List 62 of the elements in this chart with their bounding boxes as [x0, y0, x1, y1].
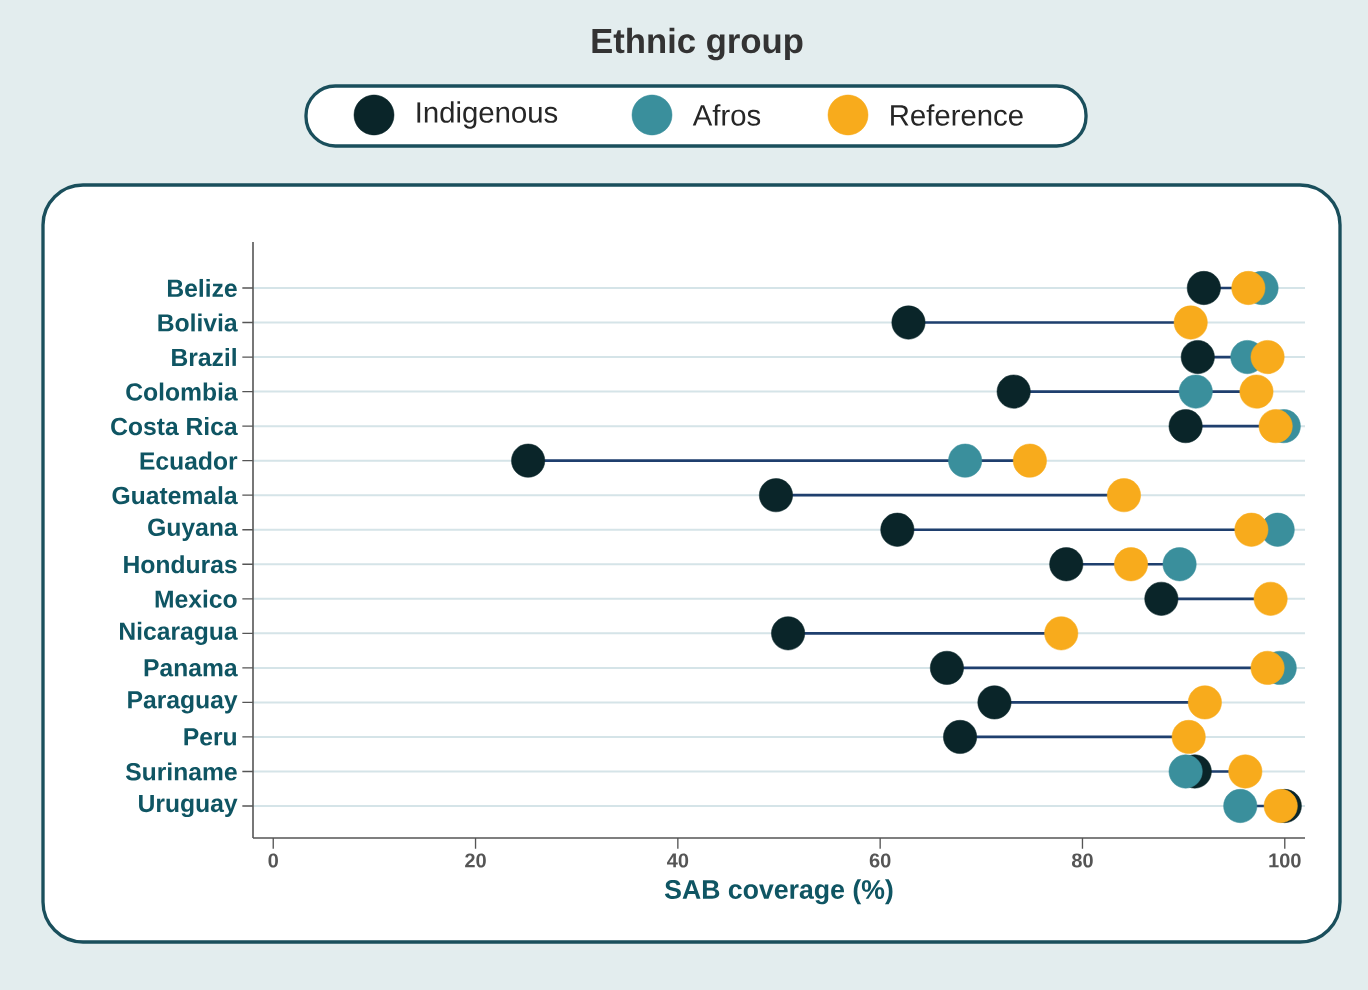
y-tick-label: Uruguay: [139, 794, 238, 818]
point: [891, 305, 926, 340]
point: [511, 443, 546, 478]
point: [1228, 754, 1263, 789]
point: [1049, 547, 1084, 582]
y-tick-label: Brazil: [172, 348, 236, 367]
y-tick-label: Guyana: [148, 518, 238, 541]
y-tick-label: Costa Rica: [111, 417, 238, 436]
y-tick-label: Bolivia: [158, 313, 238, 332]
x-tick-label: 100: [1269, 853, 1301, 868]
y-tick-label: Colombia: [126, 382, 238, 401]
point: [1250, 650, 1285, 685]
point: [1144, 581, 1179, 616]
point: [1180, 340, 1215, 375]
point: [1168, 754, 1203, 789]
point: [1239, 374, 1274, 409]
point: [996, 374, 1031, 409]
y-tick-label: Mexico: [155, 589, 237, 608]
point: [929, 650, 964, 685]
point: [1114, 547, 1148, 582]
legend-label: Afros: [692, 104, 761, 126]
point: [1107, 478, 1141, 513]
point: [943, 720, 978, 754]
point: [1250, 340, 1285, 375]
y-tick-label: Panama: [144, 659, 238, 677]
legend-title: Ethnic group: [592, 27, 803, 61]
y-tick-label: Suriname: [125, 762, 237, 781]
point: [1253, 581, 1288, 616]
y-tick-label: Honduras: [124, 555, 237, 574]
y-tick-label: Nicaragua: [120, 621, 238, 645]
point: [977, 685, 1012, 720]
point: [1178, 374, 1213, 409]
point: [1162, 547, 1197, 582]
x-tick-label: 0: [268, 853, 278, 868]
point: [1044, 616, 1079, 651]
point: [1258, 409, 1293, 444]
point: [1263, 789, 1298, 823]
y-tick-label: Peru: [184, 728, 236, 746]
y-tick-label: Paraguay: [128, 691, 238, 714]
x-tick-label: 60: [869, 853, 891, 868]
x-tick-label: 40: [667, 853, 689, 868]
point: [1171, 720, 1206, 754]
y-tick-label: Belize: [167, 278, 237, 298]
legend-label: Reference: [891, 104, 1023, 126]
point: [1173, 305, 1208, 340]
point: [948, 443, 983, 478]
point: [771, 616, 806, 651]
point: [1187, 685, 1222, 720]
point: [1012, 443, 1047, 478]
point: [1168, 409, 1203, 444]
y-tick-label: Ecuador: [140, 451, 238, 470]
legend-label: Indigenous: [417, 101, 558, 129]
point: [1186, 271, 1221, 305]
point: [1223, 789, 1258, 823]
x-tick-label: 20: [465, 853, 486, 868]
point: [1234, 512, 1269, 547]
point: [759, 478, 793, 513]
x-axis-title: SAB coverage (%): [664, 879, 893, 905]
x-tick-label: 80: [1071, 853, 1093, 868]
point: [1231, 271, 1266, 305]
y-tick-label: Guatemala: [112, 486, 238, 505]
point: [880, 512, 915, 547]
